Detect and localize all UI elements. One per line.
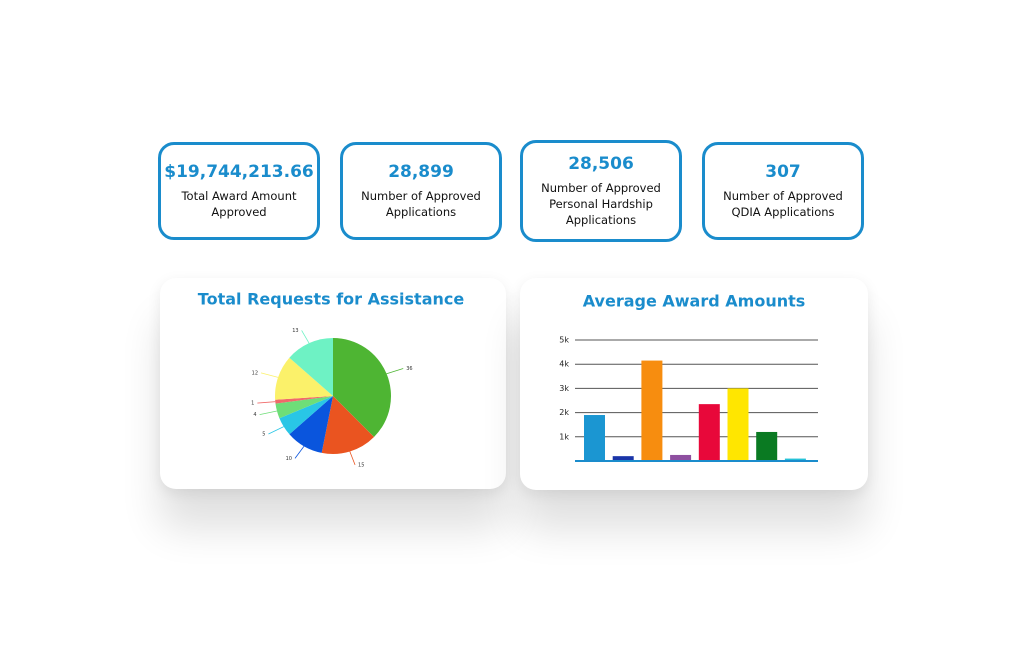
stat-value: 28,899 bbox=[388, 162, 454, 182]
data-label: 10 bbox=[286, 456, 292, 462]
bar bbox=[641, 360, 663, 461]
data-label: 5 bbox=[262, 432, 265, 438]
pie-slice bbox=[333, 338, 392, 438]
data-label: 12 bbox=[252, 370, 258, 376]
stat-label: Number of Approved Applications bbox=[361, 189, 481, 219]
data-label: 15 bbox=[358, 462, 364, 468]
data-label: 36 bbox=[406, 366, 412, 372]
stat-value: $19,744,213.66 bbox=[164, 162, 314, 182]
stat-label: Number of Approved Personal Hardship App… bbox=[541, 181, 661, 227]
pie-slice bbox=[289, 396, 333, 453]
pie-slice bbox=[321, 396, 375, 455]
bar bbox=[756, 431, 778, 461]
stat-card: 28,899 Number of Approved Applications bbox=[340, 142, 502, 240]
y-tick-label: 5k bbox=[559, 336, 569, 345]
y-tick-label: 3k bbox=[559, 384, 569, 393]
bar-panel bbox=[520, 278, 868, 490]
pie-slice bbox=[275, 396, 333, 404]
leader-line bbox=[257, 401, 276, 404]
data-label: 13 bbox=[292, 328, 298, 334]
bar bbox=[670, 454, 692, 461]
stat-card: 28,506 Number of Approved Personal Hardsh… bbox=[520, 140, 682, 242]
leader-line bbox=[386, 368, 404, 375]
leader-line bbox=[349, 451, 356, 466]
bar bbox=[612, 456, 634, 461]
data-label: 4 bbox=[253, 412, 256, 418]
stat-value: 307 bbox=[765, 162, 801, 182]
stat-card: $19,744,213.66 Total Award Amount Approve… bbox=[158, 142, 320, 240]
stat-label: Number of Approved QDIA Applications bbox=[723, 189, 843, 219]
leader-line bbox=[294, 445, 305, 459]
stat-value: 28,506 bbox=[568, 154, 634, 174]
stat-label: Total Award Amount Approved bbox=[181, 189, 297, 219]
y-tick-label: 1k bbox=[559, 432, 569, 441]
pie-slice bbox=[279, 396, 333, 435]
leader-line bbox=[268, 426, 284, 435]
bar bbox=[584, 415, 605, 461]
bar bbox=[698, 404, 720, 461]
chart-title: Total Requests for Assistance bbox=[198, 290, 465, 309]
pie-slice bbox=[274, 357, 333, 400]
leader-line bbox=[259, 410, 278, 416]
stat-card: 307 Number of Approved QDIA Applications bbox=[702, 142, 864, 240]
leader-line bbox=[260, 372, 279, 378]
bar bbox=[727, 388, 749, 461]
data-label: 1 bbox=[251, 401, 254, 407]
bar bbox=[784, 458, 806, 461]
pie-slice bbox=[275, 396, 333, 419]
leader-line bbox=[301, 330, 310, 344]
chart-title: Average Award Amounts bbox=[583, 292, 806, 311]
pie-slice bbox=[289, 338, 333, 396]
y-tick-label: 2k bbox=[559, 408, 569, 417]
y-tick-label: 4k bbox=[559, 360, 569, 369]
